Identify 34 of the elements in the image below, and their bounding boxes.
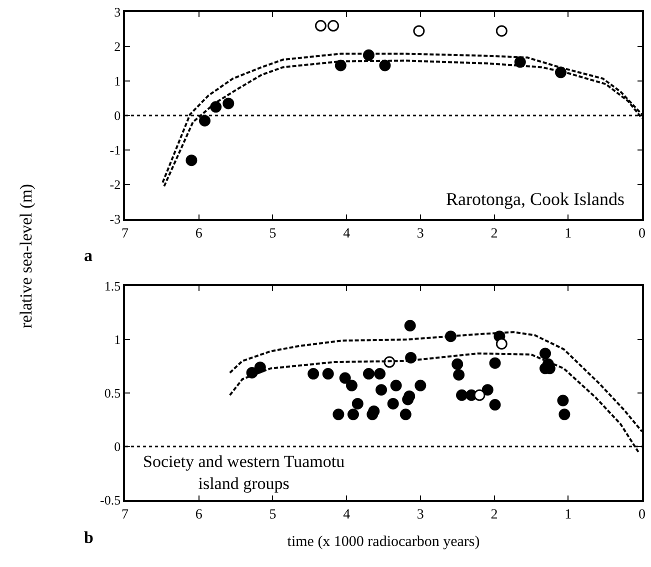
y-tick-label: -3 <box>110 212 121 227</box>
x-tick-label: 3 <box>416 226 424 242</box>
x-tick-label: 0 <box>638 508 646 523</box>
y-tick-label: 0 <box>114 108 121 124</box>
x-tick-label: 0 <box>638 226 646 242</box>
x-tick-label: 6 <box>195 226 202 242</box>
x-tick-label: 1 <box>564 508 572 523</box>
x-tick-label: 7 <box>122 226 128 242</box>
x-tick-label: 5 <box>269 226 276 242</box>
y-tick-label: -0.5 <box>100 492 121 508</box>
x-tick-label: 6 <box>195 508 202 523</box>
y-tick-label: 3 <box>114 4 121 20</box>
annotation: Rarotonga, Cook Islands <box>446 189 624 209</box>
y-tick-label: -1 <box>110 142 121 158</box>
text: a <box>84 246 93 265</box>
y-tick-label: 1 <box>114 332 121 348</box>
y-tick-label: 0 <box>114 439 121 454</box>
y-tick-label: -2 <box>110 177 121 192</box>
x-tick-label: 4 <box>343 508 350 523</box>
x-tick-label: 7 <box>122 508 128 523</box>
x-tick-label: 3 <box>416 508 424 523</box>
x-tick-label: 5 <box>269 508 276 523</box>
annotation: Society and western Tuamotu island groups <box>143 452 346 494</box>
x-axis-title: time (x 1000 radiocarbon years) <box>287 534 480 550</box>
y-tick-label: 1.5 <box>104 278 121 294</box>
text: b <box>84 528 94 547</box>
y-tick-label: 0.5 <box>104 386 121 401</box>
y-tick-label: 2 <box>114 39 121 54</box>
x-tick-label: 2 <box>490 226 498 242</box>
x-tick-label: 4 <box>343 226 350 242</box>
x-tick-label: 1 <box>564 226 572 242</box>
x-tick-label: 2 <box>490 508 498 523</box>
y-tick-label: 1 <box>114 74 121 89</box>
y-axis-title: relative sea-level (m) <box>16 184 36 328</box>
